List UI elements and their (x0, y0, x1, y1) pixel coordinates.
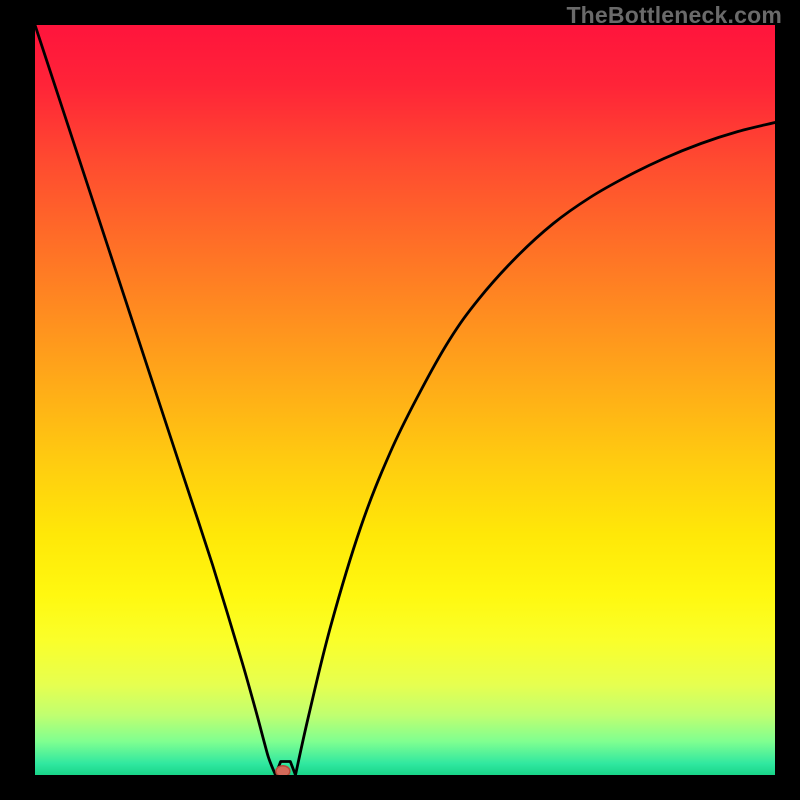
chart-frame: TheBottleneck.com (0, 0, 800, 800)
gradient-bg (35, 25, 775, 775)
watermark-text: TheBottleneck.com (566, 2, 782, 29)
optimum-marker (276, 766, 290, 775)
bottleneck-chart (35, 25, 775, 775)
